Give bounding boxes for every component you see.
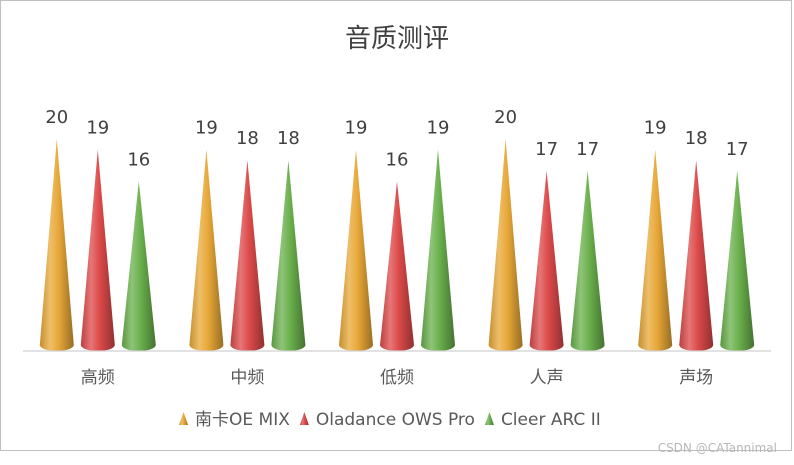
data-label: 17: [535, 139, 558, 160]
data-label: 19: [195, 118, 218, 139]
data-label: 18: [236, 128, 259, 149]
x-tick-label: 声场: [679, 368, 713, 388]
cone-mark: [189, 149, 224, 351]
data-label: 18: [277, 128, 300, 149]
legend-marker: [299, 412, 309, 425]
legend: 南卡OE MIX Oladance OWS Pro Cleer ARC II: [179, 410, 601, 430]
x-tick-label: 高频: [81, 368, 115, 388]
cone-mark: [230, 160, 265, 351]
cone-mark: [488, 139, 523, 351]
data-label: 19: [644, 118, 667, 139]
cone-mark: [121, 181, 156, 351]
data-label: 19: [427, 118, 450, 139]
x-tick-label: 中频: [230, 368, 264, 388]
cone-mark: [271, 160, 306, 351]
cone-mark: [679, 160, 714, 351]
legend-label: 南卡OE MIX: [195, 410, 290, 430]
data-label: 16: [127, 149, 150, 170]
cone-mark: [570, 170, 605, 351]
x-tick-label: 人声: [530, 368, 564, 388]
x-tick-label: 低频: [380, 368, 414, 388]
cone-chart: 音质测评 20 19 16 19 18 18 19 16 19 20 17 17 19 18 17 高频 中频…: [23, 24, 771, 430]
data-label: 20: [45, 107, 68, 128]
watermark-text: CSDN @CATannimal: [657, 441, 777, 455]
data-label: 19: [345, 118, 368, 139]
cone-mark: [39, 139, 74, 351]
cone-mark: [80, 149, 115, 351]
legend-marker: [179, 412, 188, 425]
cone-mark: [339, 149, 373, 351]
chart-frame: 音质测评 20 19 16 19 18 18 19 16 19 20 17 17 19 18 17 高频 中频…: [0, 0, 792, 455]
legend-label: Cleer ARC II: [501, 410, 601, 430]
cone-mark: [380, 181, 414, 351]
chart-title: 音质测评: [345, 24, 449, 54]
plot-area: 20 19 16 19 18 18 19 16 19 20 17 17 19 18 17: [39, 107, 755, 351]
cone-mark: [720, 170, 755, 351]
data-label: 16: [386, 149, 409, 170]
legend-label: Oladance OWS Pro: [316, 410, 475, 430]
data-label: 19: [86, 118, 109, 139]
cone-mark: [638, 149, 673, 351]
data-label: 18: [685, 128, 708, 149]
x-axis-labels: 高频 中频 低频 人声 声场: [81, 368, 713, 388]
data-label: 17: [576, 139, 599, 160]
data-label: 20: [494, 107, 517, 128]
data-label: 17: [726, 139, 749, 160]
cone-mark: [421, 149, 455, 351]
cone-mark: [529, 170, 564, 351]
legend-marker: [484, 412, 494, 425]
